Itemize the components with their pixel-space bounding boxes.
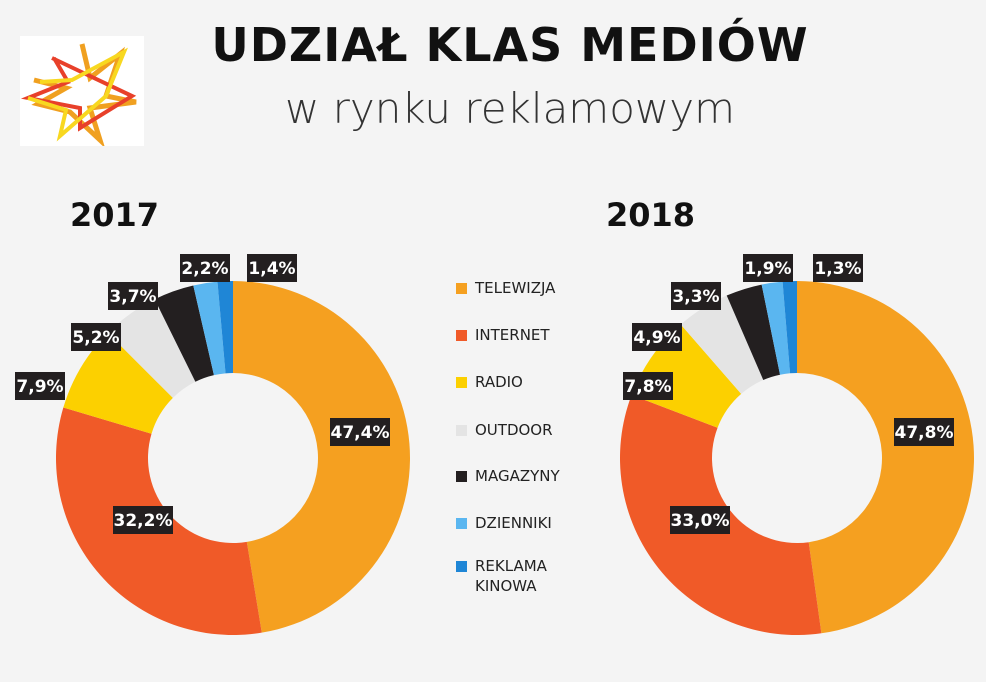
data-label-text: 33,0% bbox=[671, 511, 730, 531]
legend-label: MAGAZYNY bbox=[475, 467, 560, 485]
legend-item-magazyny: MAGAZYNY bbox=[456, 466, 560, 486]
page-subtitle: w rynku reklamowym bbox=[284, 84, 736, 133]
legend-item-reklama-kinowa: REKLAMA KINOWA bbox=[456, 556, 547, 596]
data-label-text: 1,3% bbox=[814, 259, 861, 279]
legend-item-telewizja: TELEWIZJA bbox=[456, 278, 555, 298]
legend-item-outdoor: OUTDOOR bbox=[456, 420, 553, 440]
legend-swatch bbox=[456, 377, 467, 388]
donut-slice-2017-outdoor bbox=[107, 299, 196, 398]
legend-label: INTERNET bbox=[475, 326, 550, 344]
donut-slice-2017-dzienniki bbox=[193, 281, 226, 376]
data-label-background bbox=[623, 372, 673, 400]
data-label-background bbox=[670, 506, 730, 534]
data-label-background bbox=[671, 282, 721, 310]
data-label-text: 3,7% bbox=[109, 287, 156, 307]
chart-title-2017: 2017 bbox=[70, 196, 160, 234]
data-label-background bbox=[894, 418, 954, 446]
data-label-text: 4,9% bbox=[633, 328, 680, 348]
data-label: 5,2% bbox=[71, 323, 121, 351]
legend-swatch bbox=[456, 425, 467, 436]
data-label-text: 3,3% bbox=[672, 287, 719, 307]
data-label-background bbox=[247, 254, 297, 282]
data-label: 2,2% bbox=[180, 254, 230, 282]
data-label-background bbox=[813, 254, 863, 282]
data-label-text: 1,9% bbox=[744, 259, 791, 279]
legend-item-internet: INTERNET bbox=[456, 325, 550, 345]
donut-slice-2018-reklama-kinowa bbox=[782, 281, 797, 374]
data-label-background bbox=[71, 323, 121, 351]
chart-title-2018: 2018 bbox=[606, 196, 696, 234]
data-label-text: 32,2% bbox=[114, 511, 173, 531]
donut-slice-2017-telewizja bbox=[233, 281, 411, 633]
data-label: 47,4% bbox=[330, 418, 390, 446]
data-label-text: 1,4% bbox=[248, 259, 295, 279]
legend-item-dzienniki: DZIENNIKI bbox=[456, 513, 552, 533]
legend-label: OUTDOOR bbox=[475, 421, 553, 439]
legend-label: TELEWIZJA bbox=[475, 279, 556, 297]
data-label: 32,2% bbox=[113, 506, 173, 534]
data-label: 1,3% bbox=[813, 254, 863, 282]
data-label-background bbox=[108, 282, 158, 310]
data-label-text: 7,9% bbox=[16, 377, 63, 397]
data-label: 7,8% bbox=[623, 372, 673, 400]
logo bbox=[20, 36, 144, 149]
donut-slice-2018-magazyny bbox=[726, 284, 781, 380]
legend-item-radio: RADIO bbox=[456, 372, 523, 392]
legend-swatch bbox=[456, 330, 467, 341]
data-label: 1,9% bbox=[743, 254, 793, 282]
data-label-background bbox=[330, 418, 390, 446]
legend-swatch bbox=[456, 518, 467, 529]
donut-slice-2018-dzienniki bbox=[761, 281, 791, 375]
data-label-background bbox=[743, 254, 793, 282]
legend-label: REKLAMA KINOWA bbox=[475, 557, 547, 595]
data-label-text: 47,8% bbox=[895, 423, 954, 443]
donut-slice-2018-telewizja bbox=[797, 281, 974, 634]
data-label: 33,0% bbox=[670, 506, 730, 534]
data-label: 4,9% bbox=[632, 323, 682, 351]
data-label: 7,9% bbox=[15, 372, 65, 400]
data-label-text: 47,4% bbox=[331, 423, 390, 443]
page-title: UDZIAŁ KLAS MEDIÓW bbox=[211, 18, 809, 72]
donut-slice-2017-radio bbox=[63, 332, 173, 434]
data-label: 47,8% bbox=[894, 418, 954, 446]
legend-label: RADIO bbox=[475, 373, 523, 391]
donut-slice-2018-outdoor bbox=[680, 295, 764, 394]
donut-slice-2017-magazyny bbox=[154, 285, 214, 382]
data-label-background bbox=[180, 254, 230, 282]
legend-swatch bbox=[456, 283, 467, 294]
legend-swatch bbox=[456, 471, 467, 482]
data-label: 1,4% bbox=[247, 254, 297, 282]
data-label: 3,3% bbox=[671, 282, 721, 310]
donut-slice-2017-reklama-kinowa bbox=[217, 281, 233, 374]
legend-swatch bbox=[456, 561, 467, 572]
data-label-text: 2,2% bbox=[181, 259, 228, 279]
data-label-background bbox=[15, 372, 65, 400]
data-label-background bbox=[113, 506, 173, 534]
data-label-text: 7,8% bbox=[624, 377, 671, 397]
data-label-background bbox=[632, 323, 682, 351]
star-logo-icon bbox=[20, 43, 137, 149]
legend-label: DZIENNIKI bbox=[475, 514, 552, 532]
data-label: 3,7% bbox=[108, 282, 158, 310]
data-label-text: 5,2% bbox=[72, 328, 119, 348]
